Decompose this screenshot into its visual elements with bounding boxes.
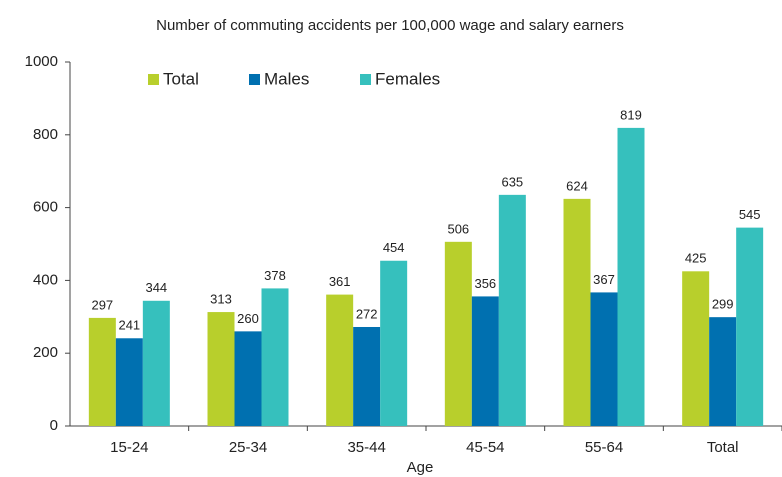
- x-tick-label: 15-24: [110, 439, 148, 456]
- value-label: 344: [145, 280, 167, 295]
- value-label: 506: [447, 221, 469, 236]
- bar: [115, 338, 143, 426]
- value-label: 260: [237, 311, 259, 326]
- x-axis-label: Age: [407, 459, 434, 476]
- y-tick-label: 400: [33, 271, 58, 288]
- value-label: 635: [501, 174, 523, 189]
- legend-swatch: [148, 74, 159, 85]
- legend-label: Males: [264, 69, 309, 88]
- y-tick-label: 0: [50, 417, 58, 434]
- value-label: 361: [329, 274, 351, 289]
- x-tick-label: 35-44: [347, 439, 385, 456]
- bar: [142, 300, 170, 426]
- bar: [563, 198, 591, 426]
- y-tick-label: 1000: [25, 53, 58, 70]
- value-label: 454: [383, 240, 405, 255]
- value-label: 378: [264, 268, 286, 283]
- bar: [380, 260, 408, 426]
- value-label: 272: [356, 306, 378, 321]
- y-tick-label: 600: [33, 199, 58, 216]
- chart-title: Number of commuting accidents per 100,00…: [156, 17, 624, 34]
- bar: [326, 294, 354, 426]
- value-label: 819: [620, 107, 642, 122]
- value-label: 356: [474, 276, 496, 291]
- value-label: 425: [685, 251, 707, 266]
- bar: [353, 326, 381, 426]
- value-label: 297: [91, 297, 113, 312]
- x-tick-label: 55-64: [585, 439, 623, 456]
- bar: [261, 288, 289, 426]
- value-label: 367: [593, 272, 615, 287]
- x-tick-label: 25-34: [229, 439, 267, 456]
- value-label: 624: [566, 178, 588, 193]
- bar: [682, 271, 710, 426]
- bar: [444, 241, 472, 426]
- bar: [736, 227, 764, 426]
- bar: [709, 317, 737, 426]
- x-tick-label: Total: [707, 439, 739, 456]
- legend-label: Females: [375, 69, 440, 88]
- y-tick-label: 800: [33, 126, 58, 143]
- bar: [617, 127, 645, 426]
- value-label: 299: [712, 297, 734, 312]
- bar: [207, 312, 235, 426]
- bar: [471, 296, 499, 426]
- value-label: 241: [118, 318, 140, 333]
- bar: [498, 194, 526, 426]
- y-tick-label: 200: [33, 344, 58, 361]
- bar: [88, 317, 116, 426]
- value-label: 545: [739, 207, 761, 222]
- legend-swatch: [249, 74, 260, 85]
- legend-label: Total: [163, 69, 199, 88]
- legend-swatch: [360, 74, 371, 85]
- bar: [234, 331, 262, 426]
- x-tick-label: 45-54: [466, 439, 504, 456]
- value-label: 313: [210, 292, 232, 307]
- bar: [590, 292, 618, 426]
